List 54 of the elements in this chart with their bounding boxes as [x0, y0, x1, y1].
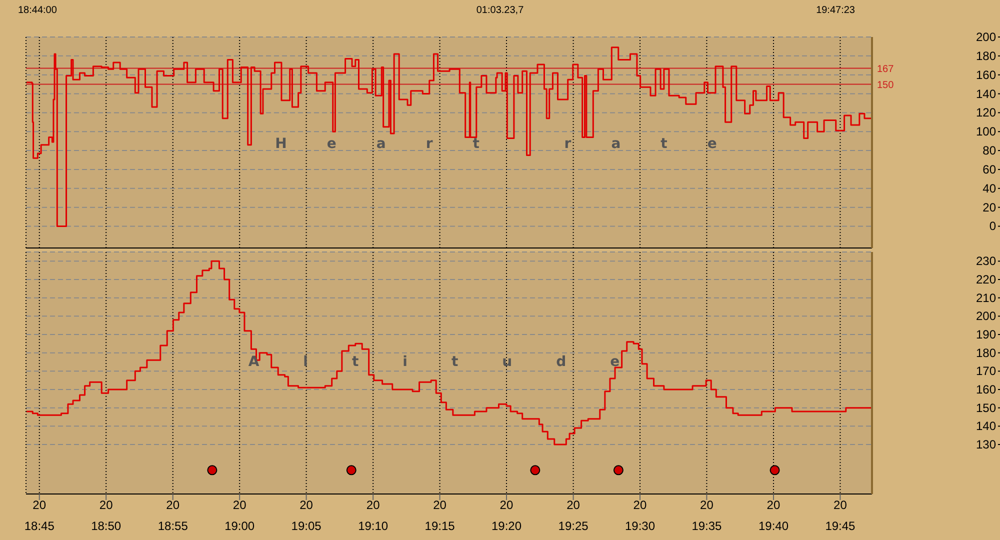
y-tick-label: 0: [989, 219, 996, 234]
x-tick-label: 19:45: [825, 519, 856, 533]
x-tick-label: 18:45: [24, 519, 55, 533]
text: 01:03.23,7: [475, 5, 525, 16]
text: 20: [498, 498, 514, 512]
y-tick-label: 160: [976, 382, 996, 396]
y-tick-label: 150: [976, 400, 996, 415]
y-tick-label: 210: [976, 290, 996, 305]
ref-line-label: 167: [877, 64, 894, 75]
text: 20: [699, 498, 714, 512]
text: 20: [365, 498, 381, 512]
x-tick-label: 19:10: [358, 519, 388, 533]
x-tick-label: 18:50: [91, 519, 122, 533]
y-tick-label: 230: [976, 254, 996, 268]
text: 20: [298, 498, 314, 512]
text: 20: [566, 498, 581, 512]
text: Heart rate: [274, 136, 758, 152]
text: 20: [232, 498, 248, 512]
y-tick-label: 180: [976, 346, 996, 360]
y-tick-label: 180: [976, 48, 996, 63]
text: 20: [632, 498, 648, 512]
y-tick-label: 120: [976, 106, 996, 120]
x-tick-label: 19:25: [558, 519, 589, 533]
x-tick-label: 19:20: [491, 519, 522, 533]
text: 20: [832, 498, 848, 512]
y-tick-label: 160: [976, 68, 996, 82]
text: 20: [432, 498, 448, 512]
y-tick-label: 140: [976, 419, 996, 434]
text: 20: [165, 498, 181, 512]
y-tick-label: 100: [976, 124, 996, 139]
x-tick-label: 18:55: [158, 519, 188, 533]
text: 20: [32, 498, 48, 512]
y-tick-label: 20: [982, 200, 996, 214]
x-tick-label: 19:15: [424, 519, 456, 533]
text: 18:44:00: [18, 5, 57, 16]
y-tick-label: 200: [976, 309, 996, 324]
x-tick-label: 19:30: [624, 519, 656, 533]
y-tick-label: 60: [982, 162, 996, 176]
y-tick-label: 40: [982, 181, 996, 196]
y-tick-label: 170: [976, 364, 996, 378]
y-tick-label: 190: [976, 328, 996, 342]
text: 20: [766, 498, 782, 512]
y-tick-label: 140: [976, 86, 996, 101]
text: 20: [98, 498, 114, 512]
text: 19:47:23: [815, 5, 855, 16]
x-tick-label: 19:40: [758, 519, 789, 533]
y-tick-label: 200: [976, 30, 996, 44]
y-tick-label: 80: [982, 144, 996, 158]
ref-line-label: 150: [877, 80, 894, 91]
x-tick-label: 19:35: [692, 519, 722, 533]
x-tick-label: 19:00: [224, 519, 255, 533]
y-tick-label: 220: [976, 272, 996, 286]
x-tick-label: 19:05: [291, 519, 322, 533]
y-tick-label: 130: [976, 438, 996, 452]
